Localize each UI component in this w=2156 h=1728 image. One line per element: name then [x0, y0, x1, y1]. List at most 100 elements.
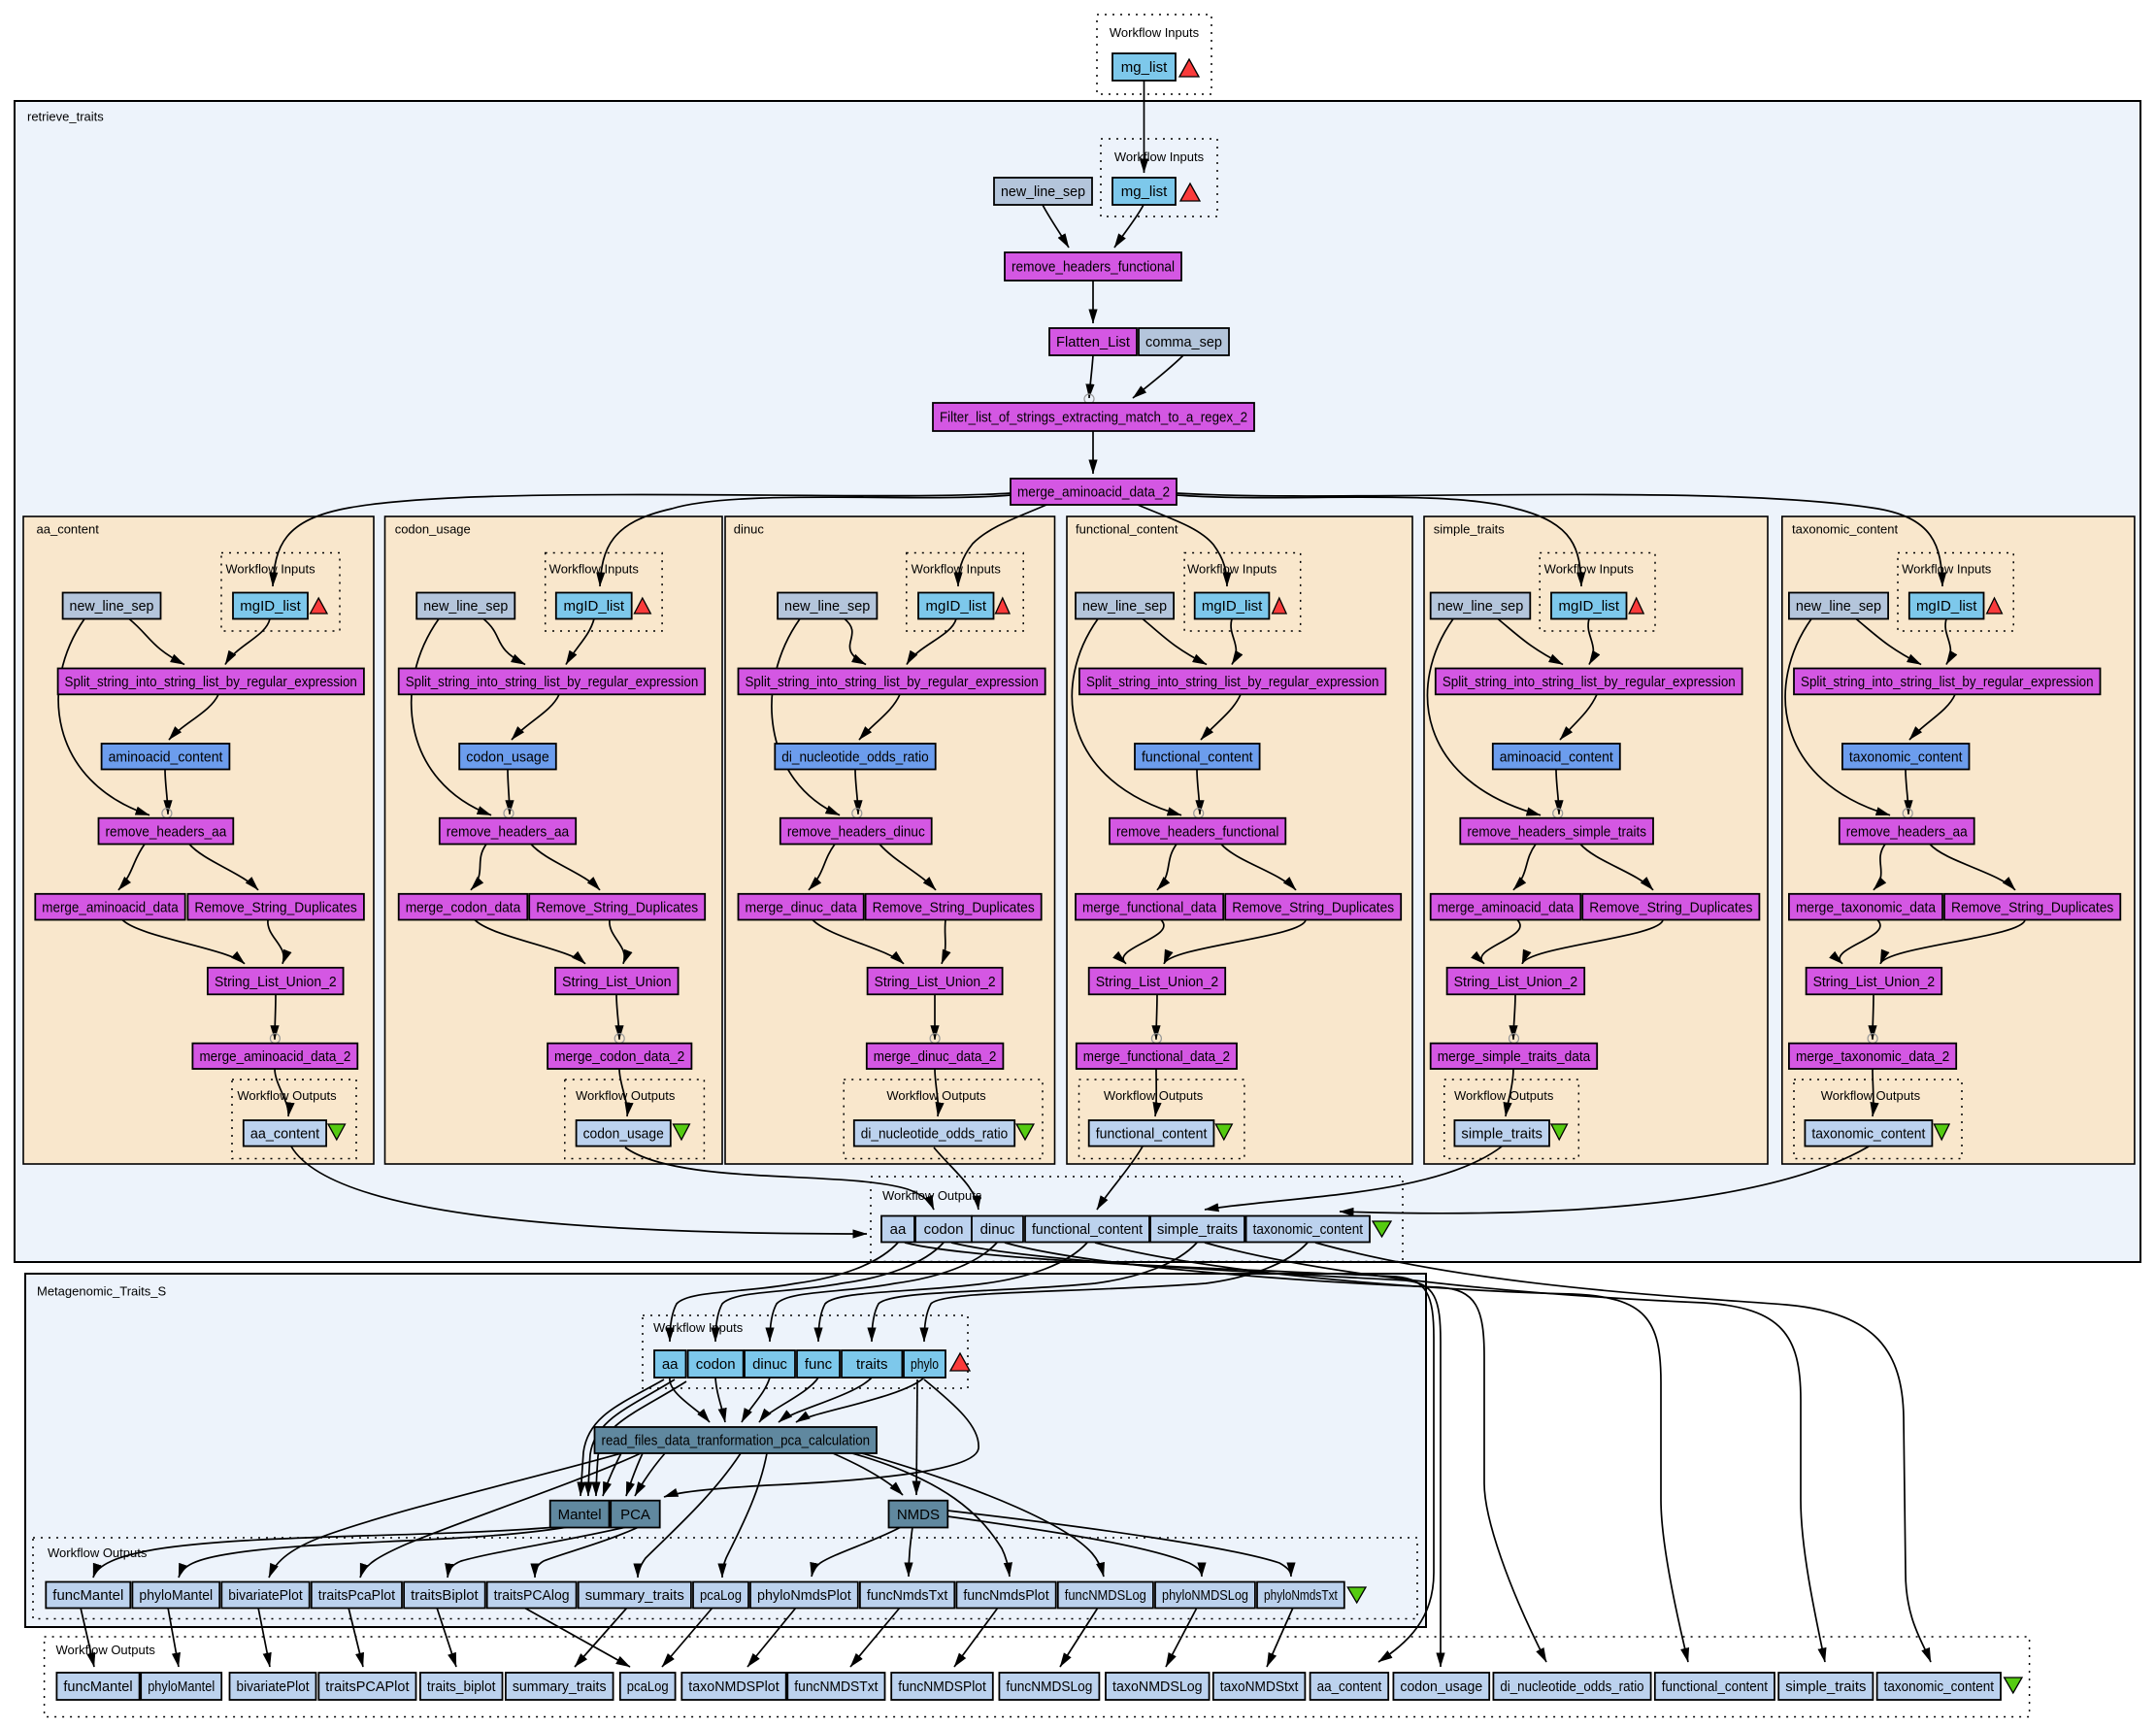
svg-text:PCA: PCA [620, 1507, 650, 1523]
svg-text:Workflow Outputs: Workflow Outputs [1454, 1088, 1554, 1103]
svg-text:Workflow Inputs: Workflow Inputs [1110, 25, 1200, 40]
svg-text:remove_headers_dinuc: remove_headers_dinuc [787, 823, 925, 840]
svg-text:Workflow Inputs: Workflow Inputs [653, 1320, 744, 1335]
svg-text:Workflow Outputs: Workflow Outputs [1821, 1088, 1921, 1103]
svg-text:aa: aa [890, 1221, 907, 1238]
svg-text:NMDS: NMDS [897, 1507, 940, 1523]
svg-text:Remove_String_Duplicates: Remove_String_Duplicates [1589, 899, 1752, 915]
svg-text:taxoNMDSLog: taxoNMDSLog [1112, 1678, 1203, 1695]
svg-text:merge_taxonomic_data: merge_taxonomic_data [1796, 899, 1937, 915]
svg-text:simple_traits: simple_traits [1157, 1221, 1238, 1238]
svg-text:funcNMDSLog: funcNMDSLog [1006, 1678, 1092, 1695]
svg-text:new_line_sep: new_line_sep [1438, 598, 1524, 615]
svg-text:remove_headers_aa: remove_headers_aa [447, 823, 570, 840]
svg-text:aminoacid_content: aminoacid_content [109, 749, 224, 766]
svg-text:funcMantel: funcMantel [63, 1678, 132, 1695]
svg-text:traitsPcaPlot: traitsPcaPlot [318, 1587, 396, 1604]
svg-text:phyloMantel: phyloMantel [139, 1587, 213, 1604]
svg-text:mgID_list: mgID_list [240, 598, 301, 615]
svg-text:taxonomic_content: taxonomic_content [1792, 522, 1899, 537]
svg-text:taxonomic_content: taxonomic_content [1811, 1126, 1926, 1143]
svg-text:new_line_sep: new_line_sep [1796, 598, 1881, 615]
svg-text:Split_string_into_string_list_: Split_string_into_string_list_by_regular… [1086, 674, 1379, 690]
svg-text:String_List_Union_2: String_List_Union_2 [875, 974, 996, 990]
svg-text:retrieve_traits: retrieve_traits [27, 110, 104, 124]
svg-text:dinuc: dinuc [734, 522, 765, 537]
svg-text:Remove_String_Duplicates: Remove_String_Duplicates [1951, 899, 2113, 915]
svg-text:di_nucleotide_odds_ratio: di_nucleotide_odds_ratio [781, 749, 928, 766]
svg-text:new_line_sep: new_line_sep [784, 598, 870, 615]
svg-text:new_line_sep: new_line_sep [423, 598, 508, 615]
svg-text:aa: aa [662, 1356, 679, 1373]
svg-text:remove_headers_simple_traits: remove_headers_simple_traits [1467, 823, 1646, 840]
svg-text:phyloNMDSLog: phyloNMDSLog [1162, 1587, 1248, 1604]
svg-text:Workflow Outputs: Workflow Outputs [886, 1088, 986, 1103]
svg-text:summary_traits: summary_traits [513, 1678, 607, 1695]
svg-text:Workflow Inputs: Workflow Inputs [1187, 562, 1277, 577]
svg-text:new_line_sep: new_line_sep [70, 598, 154, 615]
svg-text:aa_content: aa_content [1317, 1678, 1382, 1695]
svg-text:phyloNmdsTxt: phyloNmdsTxt [1264, 1587, 1338, 1604]
svg-text:Split_string_into_string_list_: Split_string_into_string_list_by_regular… [406, 674, 699, 690]
svg-text:read_files_data_tranformation_: read_files_data_tranformation_pca_calcul… [602, 1433, 871, 1449]
svg-text:di_nucleotide_odds_ratio: di_nucleotide_odds_ratio [1500, 1678, 1643, 1695]
svg-text:Mantel: Mantel [558, 1507, 602, 1523]
svg-text:funcNMDSLog: funcNMDSLog [1065, 1587, 1146, 1604]
svg-text:bivariatePlot: bivariatePlot [228, 1587, 303, 1604]
svg-text:functional_content: functional_content [1032, 1221, 1144, 1238]
svg-text:String_List_Union_2: String_List_Union_2 [1813, 974, 1936, 990]
svg-text:mg_list: mg_list [1121, 183, 1168, 200]
svg-text:taxoNMDSPlot: taxoNMDSPlot [688, 1678, 779, 1695]
svg-text:funcNmdsTxt: funcNmdsTxt [867, 1587, 948, 1604]
svg-text:phylo: phylo [911, 1356, 939, 1373]
svg-text:Filter_list_of_strings_extract: Filter_list_of_strings_extracting_match_… [940, 410, 1247, 426]
svg-text:codon_usage: codon_usage [1400, 1678, 1482, 1695]
svg-text:Workflow Inputs: Workflow Inputs [549, 562, 640, 577]
svg-text:Split_string_into_string_list_: Split_string_into_string_list_by_regular… [65, 674, 357, 690]
svg-text:merge_dinuc_data: merge_dinuc_data [746, 899, 858, 915]
svg-text:bivariatePlot: bivariatePlot [237, 1678, 311, 1695]
svg-text:codon_usage: codon_usage [395, 522, 471, 537]
svg-text:Remove_String_Duplicates: Remove_String_Duplicates [536, 899, 698, 915]
svg-text:mgID_list: mgID_list [926, 598, 987, 615]
svg-text:merge_aminoacid_data: merge_aminoacid_data [42, 899, 179, 915]
svg-text:taxonomic_content: taxonomic_content [1849, 749, 1963, 766]
svg-text:codon: codon [924, 1221, 964, 1238]
svg-text:pcaLog: pcaLog [700, 1587, 742, 1604]
svg-text:func: func [805, 1356, 833, 1373]
svg-text:aminoacid_content: aminoacid_content [1500, 749, 1614, 766]
svg-text:taxonomic_content: taxonomic_content [1253, 1221, 1364, 1238]
svg-text:Workflow Inputs: Workflow Inputs [1114, 150, 1205, 164]
svg-text:Workflow Outputs: Workflow Outputs [56, 1643, 156, 1657]
svg-text:aa_content: aa_content [250, 1126, 320, 1143]
svg-text:new_line_sep: new_line_sep [1082, 598, 1167, 615]
svg-text:merge_dinuc_data_2: merge_dinuc_data_2 [874, 1048, 997, 1065]
svg-text:funcNMDSPlot: funcNMDSPlot [898, 1678, 986, 1695]
svg-text:phyloNmdsPlot: phyloNmdsPlot [757, 1587, 852, 1604]
svg-text:Remove_String_Duplicates: Remove_String_Duplicates [194, 899, 357, 915]
svg-text:mgID_list: mgID_list [1916, 598, 1977, 615]
svg-text:traits: traits [856, 1356, 888, 1373]
svg-text:String_List_Union: String_List_Union [562, 974, 672, 990]
svg-text:String_List_Union_2: String_List_Union_2 [215, 974, 337, 990]
svg-text:Split_string_into_string_list_: Split_string_into_string_list_by_regular… [1443, 674, 1736, 690]
svg-text:Remove_String_Duplicates: Remove_String_Duplicates [1232, 899, 1394, 915]
svg-text:mgID_list: mgID_list [1559, 598, 1620, 615]
svg-text:Workflow Outputs: Workflow Outputs [48, 1545, 148, 1560]
svg-text:merge_codon_data_2: merge_codon_data_2 [554, 1048, 684, 1065]
svg-text:Split_string_into_string_list_: Split_string_into_string_list_by_regular… [1801, 674, 2094, 690]
svg-text:Metagenomic_Traits_S: Metagenomic_Traits_S [37, 1284, 167, 1299]
svg-text:simple_traits: simple_traits [1434, 522, 1505, 537]
svg-text:remove_headers_aa: remove_headers_aa [105, 823, 226, 840]
svg-text:codon_usage: codon_usage [466, 749, 549, 766]
svg-text:comma_sep: comma_sep [1145, 334, 1222, 350]
svg-text:new_line_sep: new_line_sep [1001, 183, 1085, 200]
svg-text:merge_aminoacid_data_2: merge_aminoacid_data_2 [1017, 484, 1170, 501]
svg-text:Split_string_into_string_list_: Split_string_into_string_list_by_regular… [746, 674, 1039, 690]
svg-text:funcNmdsPlot: funcNmdsPlot [963, 1587, 1049, 1604]
svg-text:dinuc: dinuc [980, 1221, 1015, 1238]
svg-text:Workflow Inputs: Workflow Inputs [1902, 562, 1992, 577]
svg-text:String_List_Union_2: String_List_Union_2 [1454, 974, 1578, 990]
svg-text:taxonomic_content: taxonomic_content [1884, 1678, 1995, 1695]
svg-text:funcNMDSTxt: funcNMDSTxt [794, 1678, 879, 1695]
